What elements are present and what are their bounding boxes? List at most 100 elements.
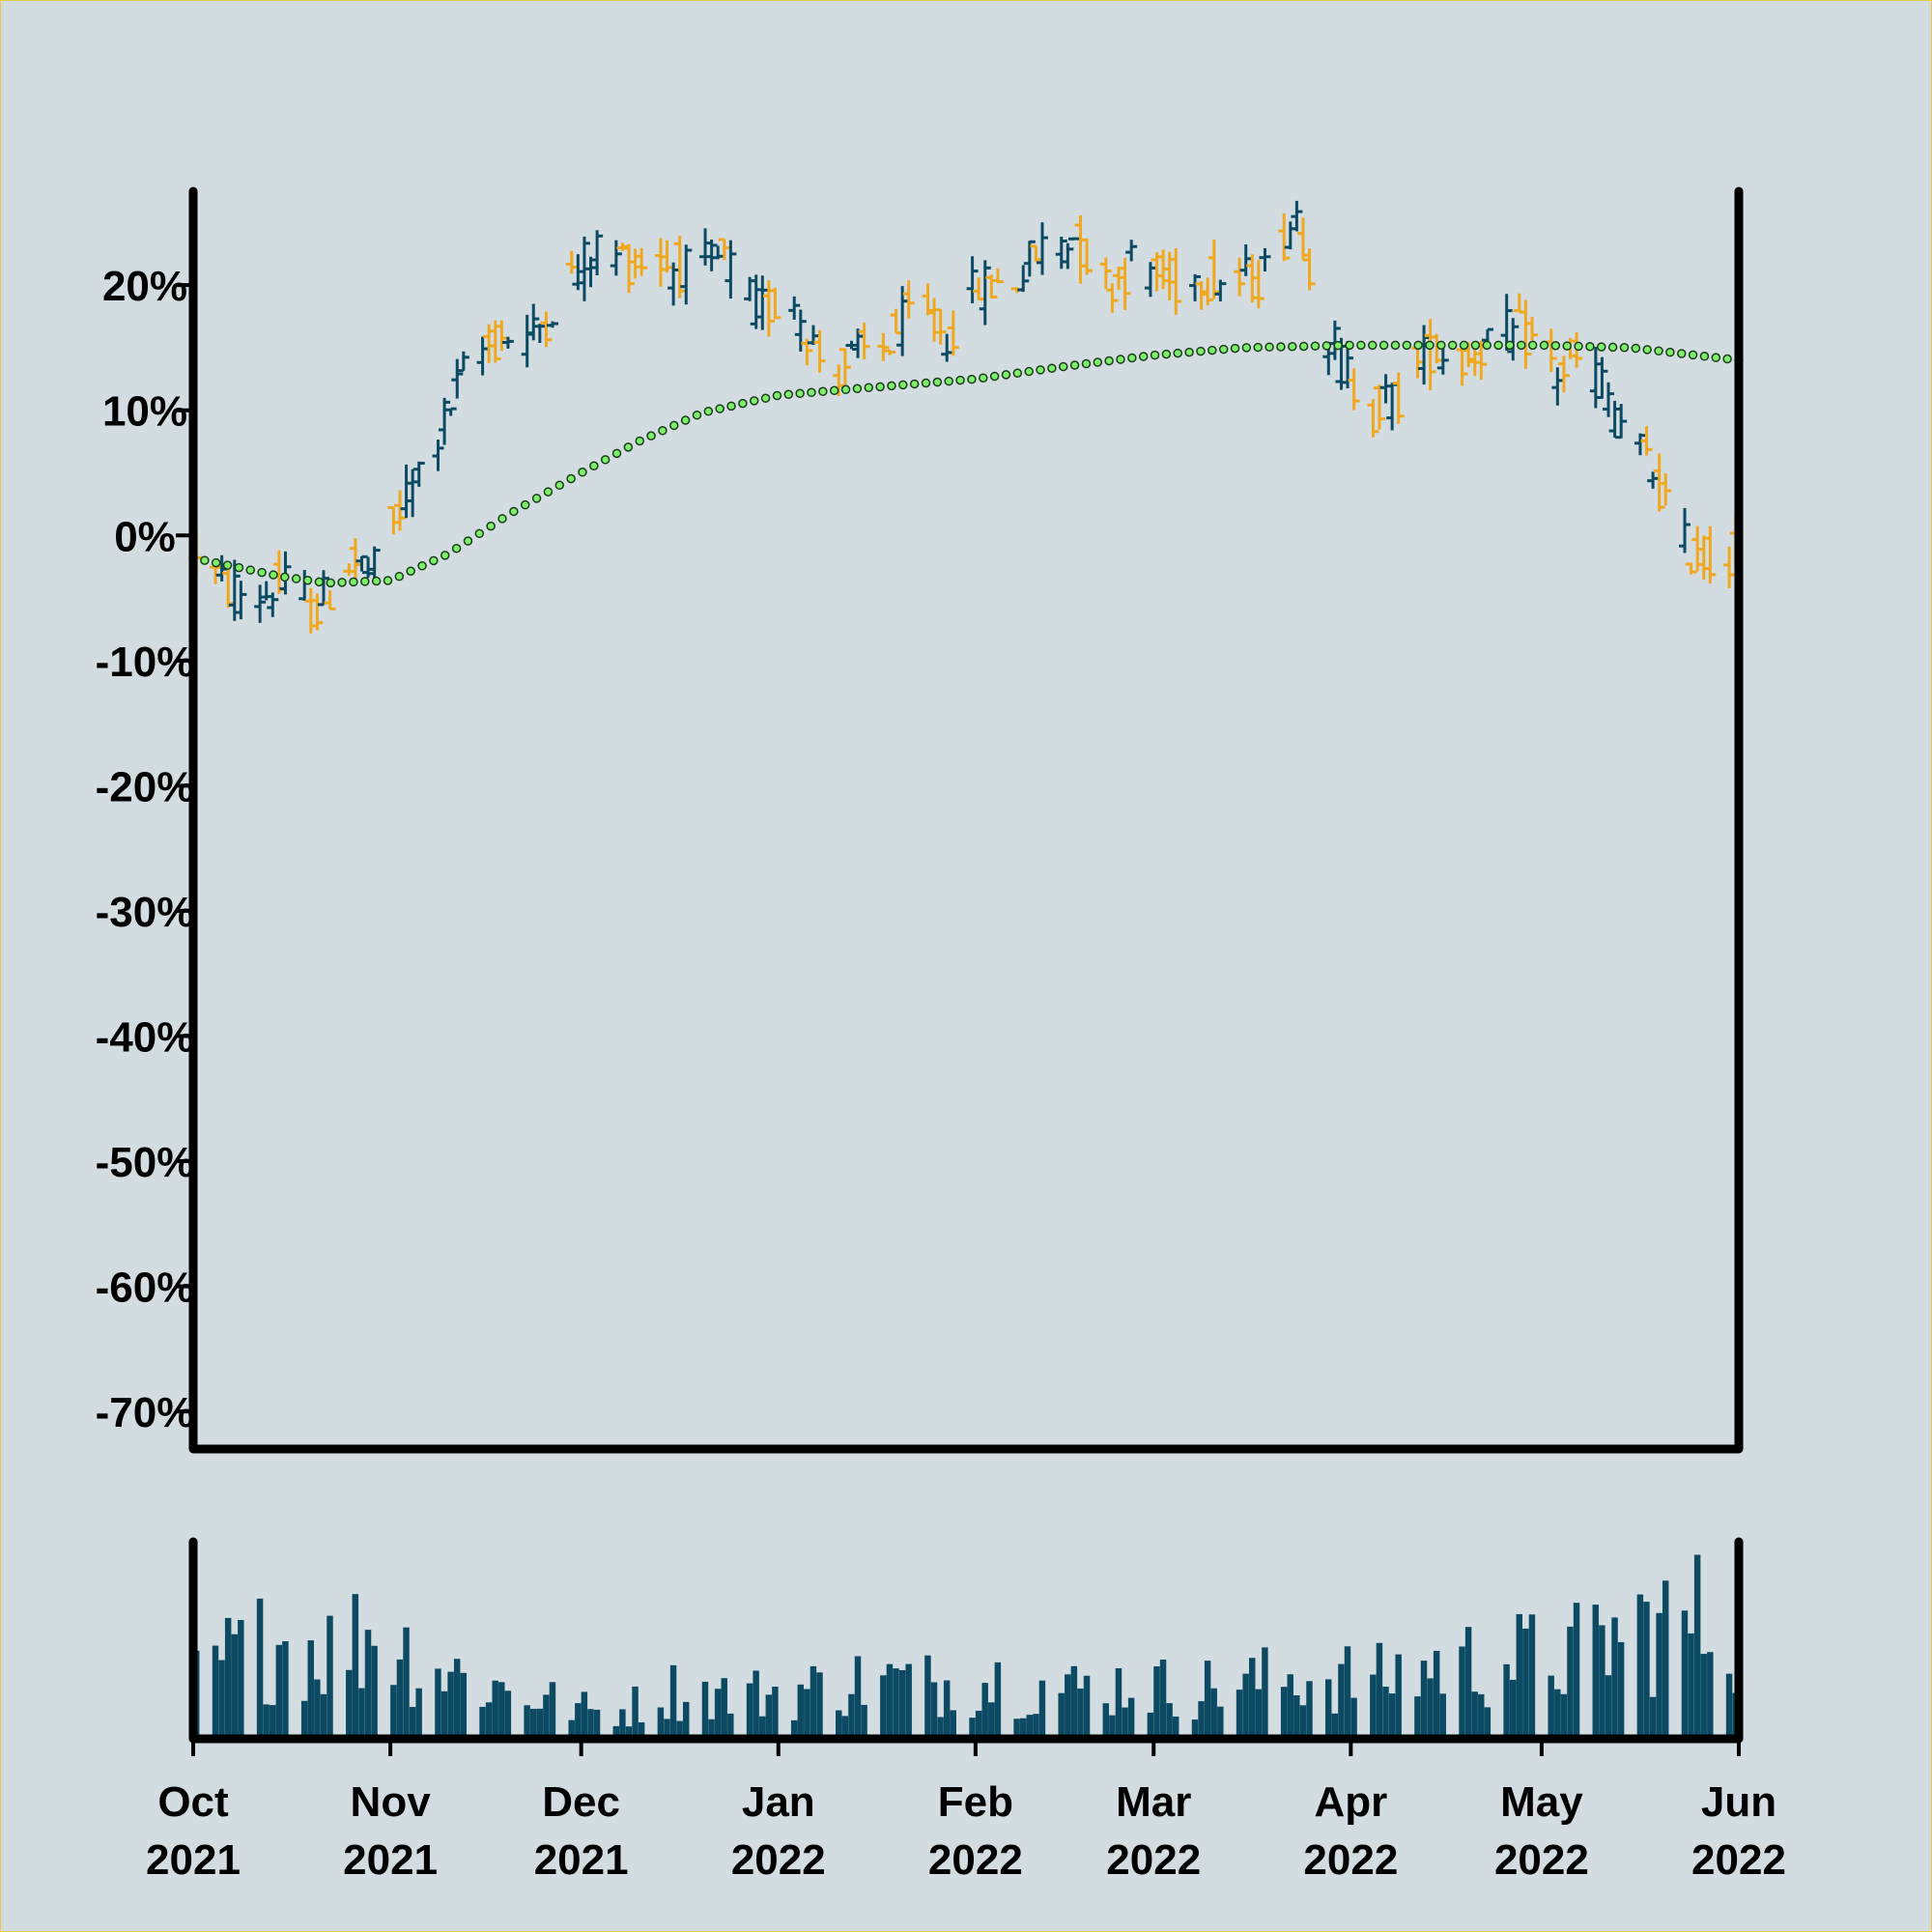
volume-bar (1115, 1667, 1122, 1739)
moving-average-point (486, 521, 496, 531)
volume-bar (581, 1691, 588, 1739)
ohlc-bar (489, 320, 501, 363)
ohlc-bar (1284, 221, 1296, 250)
volume-bar (1681, 1610, 1689, 1739)
moving-average-point (967, 374, 977, 384)
volume-bar (1528, 1614, 1536, 1739)
volume-bar (1433, 1650, 1440, 1739)
volume-bar (943, 1680, 951, 1739)
ohlc-bar (680, 244, 693, 305)
volume-bar (1293, 1694, 1300, 1739)
volume-bar (1388, 1693, 1396, 1739)
ohlc-bar (1589, 347, 1602, 409)
volume-bar (1522, 1628, 1529, 1739)
volume-bar (231, 1634, 238, 1739)
ohlc-bar (1214, 279, 1227, 302)
moving-average-point (200, 555, 210, 565)
moving-average-point (600, 455, 611, 465)
ohlc-bar (317, 570, 329, 607)
ohlc-bar (260, 581, 272, 601)
ohlc-bar (654, 238, 667, 288)
volume-bar (1331, 1713, 1339, 1739)
volume-bar (1611, 1617, 1618, 1739)
ohlc-bar (750, 274, 762, 329)
moving-average-point (1276, 342, 1286, 352)
volume-bar (664, 1719, 670, 1739)
ohlc-bar (533, 324, 546, 344)
moving-average-point (314, 577, 325, 587)
moving-average-point (646, 431, 656, 440)
volume-bar (1159, 1660, 1167, 1739)
moving-average-point (291, 574, 301, 583)
moving-average-point (1425, 340, 1435, 351)
ohlc-bar (941, 333, 953, 362)
moving-average-point (1607, 342, 1618, 353)
moving-average-point (1722, 354, 1732, 364)
volume-bar (568, 1719, 575, 1739)
volume-bar (453, 1659, 461, 1739)
ohlc-bar (483, 324, 496, 363)
volume-bar (841, 1716, 849, 1739)
ohlc-bar (1106, 283, 1119, 313)
moving-average-point (1550, 341, 1561, 351)
moving-average-point (349, 577, 358, 587)
volume-bar (612, 1725, 620, 1739)
ohlc-bar (362, 556, 375, 579)
volume-bar (1656, 1612, 1662, 1739)
moving-average-point (909, 379, 920, 389)
moving-average-point (360, 577, 370, 586)
ohlc-bar (1099, 257, 1112, 290)
ohlc-bar (444, 407, 457, 416)
volume-bar (1325, 1679, 1332, 1739)
moving-average-point (1001, 370, 1011, 380)
moving-average-point (578, 468, 587, 477)
x-tick-year-label: 2021 (534, 1836, 629, 1884)
ohlc-bar (883, 349, 895, 355)
ohlc-bar (636, 247, 648, 276)
volume-bar (1567, 1626, 1574, 1739)
moving-average-point (1562, 341, 1572, 351)
ohlc-bar (496, 320, 508, 352)
ohlc-bar (973, 277, 985, 301)
moving-average-point (451, 543, 462, 554)
volume-bar (263, 1704, 270, 1739)
moving-average-point (1527, 340, 1538, 351)
volume-bar (1427, 1678, 1434, 1739)
volume-bar (1370, 1674, 1377, 1739)
volume-bar (1693, 1554, 1701, 1739)
moving-average-point (1138, 352, 1149, 361)
ohlc-bar (1500, 294, 1513, 351)
moving-average-point (1378, 340, 1389, 351)
y-tick-label: -30% (96, 889, 195, 936)
volume-bar (327, 1615, 333, 1739)
moving-average-point (589, 461, 599, 471)
ohlc-bar (355, 554, 368, 572)
moving-average-point (1676, 349, 1687, 358)
x-tick-month-label: Jun (1701, 1778, 1776, 1826)
ohlc-bar (1596, 356, 1608, 400)
volume-bar (880, 1675, 887, 1739)
ohlc-bar (1513, 293, 1525, 314)
volume-bars (193, 1554, 1739, 1739)
ohlc-bar (769, 287, 781, 320)
volume-axes (188, 1537, 1744, 1744)
volume-bar (930, 1682, 938, 1739)
moving-average-point (474, 528, 485, 539)
volume-bar (1478, 1693, 1485, 1739)
volume-bar (981, 1683, 988, 1739)
x-tick-month-label: Apr (1314, 1778, 1387, 1826)
volume-bar (212, 1645, 219, 1739)
moving-average-point (1127, 353, 1137, 363)
volume-bar (447, 1671, 454, 1739)
moving-average-point (807, 387, 816, 398)
ohlc-bar (1685, 562, 1697, 575)
y-tick-label: -20% (96, 763, 195, 810)
ohlc-bar (432, 440, 444, 471)
volume-bar (1554, 1689, 1561, 1739)
x-tick-month-label: Jan (742, 1778, 815, 1826)
moving-average-point (669, 420, 679, 431)
volume-bar (1560, 1693, 1568, 1739)
ohlc-bar (1424, 319, 1436, 391)
moving-average-point (1699, 352, 1710, 361)
ohlc-bar (629, 248, 641, 279)
